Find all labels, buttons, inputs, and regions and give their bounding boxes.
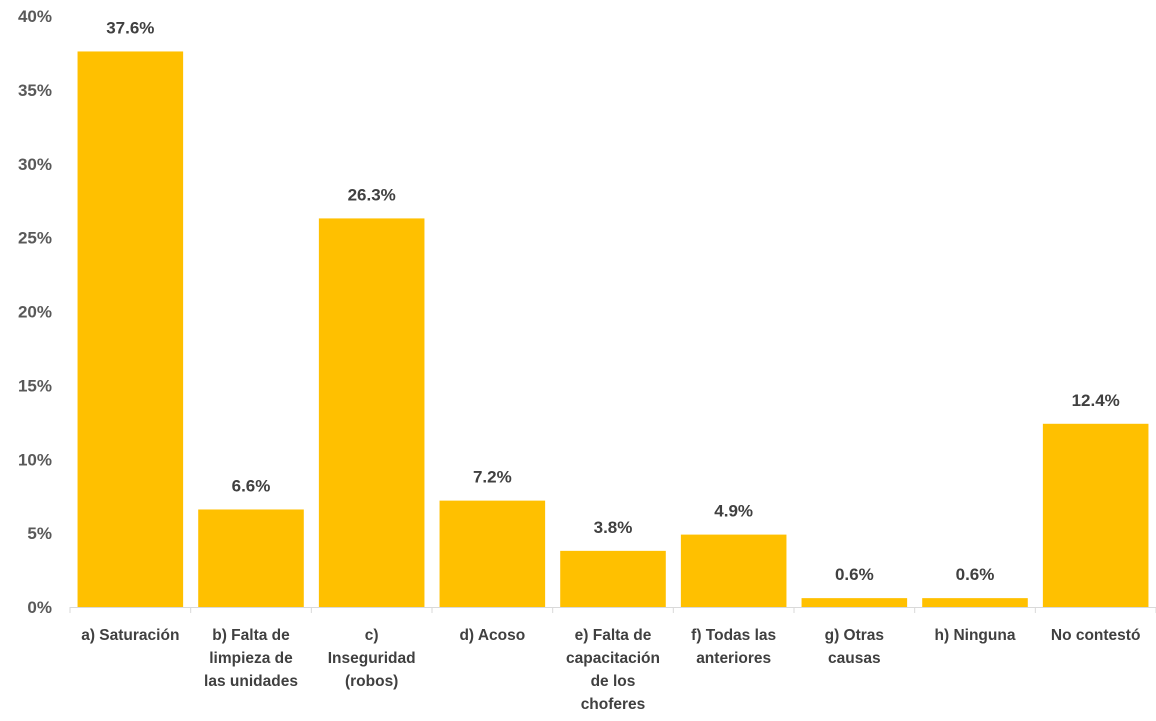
data-label: 6.6% bbox=[232, 476, 271, 495]
category-label: a) Saturación bbox=[81, 627, 179, 644]
category-label: No contestó bbox=[1051, 627, 1141, 644]
data-label: 37.6% bbox=[106, 18, 154, 37]
y-tick-label: 0% bbox=[27, 598, 52, 617]
category-label: b) Falta de bbox=[212, 627, 290, 644]
category-label: (robos) bbox=[345, 673, 398, 690]
bar bbox=[922, 598, 1028, 607]
category-label: las unidades bbox=[204, 673, 298, 690]
category-label: h) Ninguna bbox=[935, 627, 1016, 644]
y-tick-label: 25% bbox=[18, 229, 52, 248]
category-label: choferes bbox=[581, 696, 646, 713]
bar bbox=[318, 218, 425, 608]
y-axis: 0% 5% 10% 15% 20% 25% 30% 35% 40% bbox=[18, 7, 52, 617]
category-label: limpieza de bbox=[209, 650, 293, 667]
y-tick-label: 10% bbox=[18, 450, 52, 469]
y-tick-label: 15% bbox=[18, 376, 52, 395]
category-label: Inseguridad bbox=[328, 650, 416, 667]
category-labels: a) Saturación b) Falta de limpieza de las u… bbox=[81, 627, 1140, 713]
data-label: 12.4% bbox=[1072, 391, 1120, 410]
category-label: c) bbox=[365, 627, 379, 644]
y-tick-label: 20% bbox=[18, 303, 52, 322]
data-labels: 37.6% 6.6% 26.3% 7.2% 3.8% 4.9% 0.6% 0.6% 12.4% bbox=[106, 18, 1120, 584]
data-label: 0.6% bbox=[956, 565, 995, 584]
data-label: 7.2% bbox=[473, 468, 512, 487]
category-label: f) Todas las bbox=[691, 627, 776, 644]
category-label: e) Falta de bbox=[575, 627, 652, 644]
bar bbox=[801, 598, 908, 607]
category-label: anteriores bbox=[696, 650, 771, 667]
category-label: de los bbox=[591, 673, 636, 690]
y-tick-label: 35% bbox=[18, 81, 52, 100]
data-label: 3.8% bbox=[594, 518, 633, 537]
y-tick-label: 5% bbox=[27, 524, 52, 543]
data-label: 4.9% bbox=[714, 502, 753, 521]
y-tick-label: 40% bbox=[18, 7, 52, 26]
bar bbox=[198, 509, 304, 607]
bar bbox=[1042, 423, 1149, 607]
category-label: capacitación bbox=[566, 650, 660, 667]
bar bbox=[439, 500, 546, 607]
bar bbox=[560, 550, 666, 607]
category-label: d) Acoso bbox=[459, 627, 525, 644]
bar bbox=[680, 534, 787, 607]
data-label: 0.6% bbox=[835, 565, 874, 584]
bars bbox=[77, 51, 1149, 608]
y-tick-label: 30% bbox=[18, 155, 52, 174]
data-label: 26.3% bbox=[348, 185, 396, 204]
category-label: g) Otras bbox=[825, 627, 884, 644]
category-label: causas bbox=[828, 650, 881, 667]
x-ticks bbox=[69, 607, 1156, 613]
bar bbox=[77, 51, 184, 607]
